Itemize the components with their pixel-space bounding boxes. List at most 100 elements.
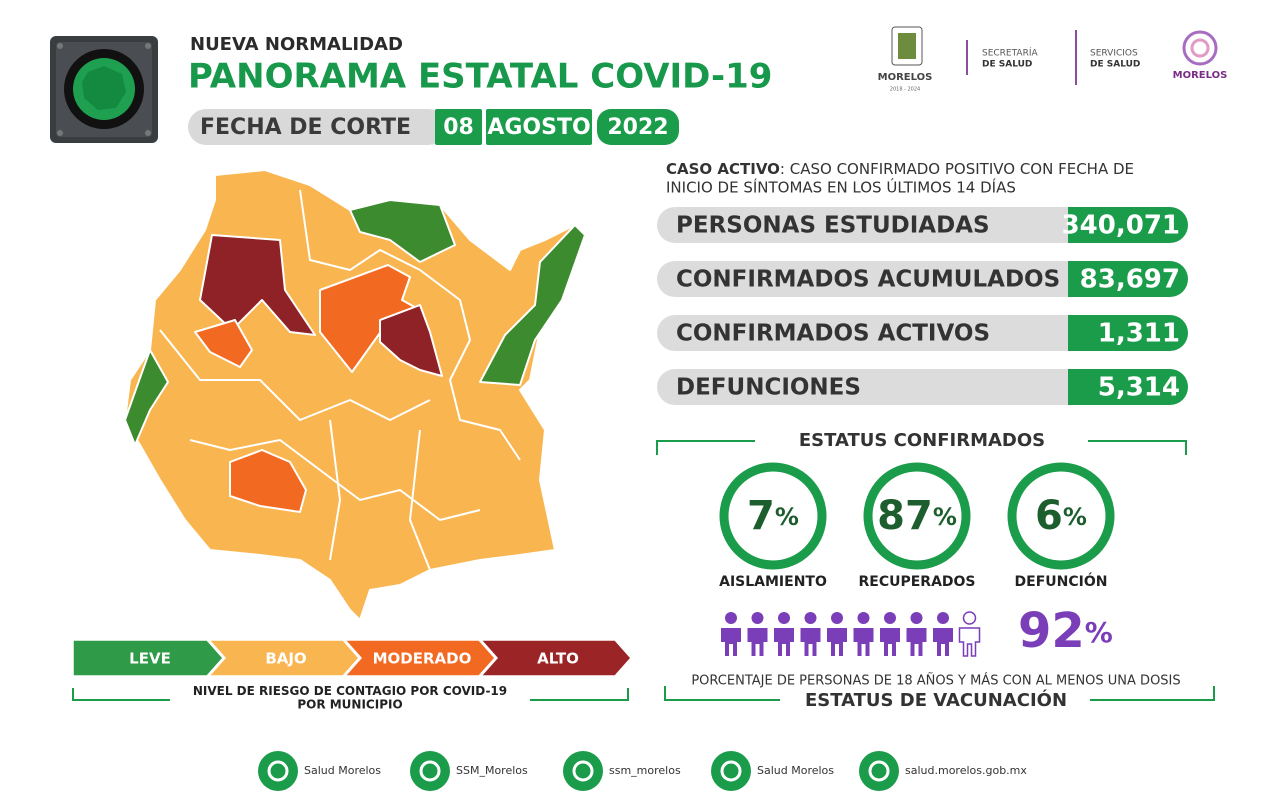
- status-number: 7: [747, 493, 775, 539]
- social-icon: [859, 751, 899, 791]
- legend-arrow: [207, 639, 361, 677]
- social-icon: [410, 751, 450, 791]
- legend-label: LEVE: [129, 650, 171, 668]
- stat-bg: [657, 315, 1127, 351]
- vaccination-title: ESTATUS DE VACUNACIÓN: [805, 689, 1067, 711]
- person-body: [721, 628, 741, 656]
- person-icon: [747, 612, 768, 656]
- date-segment-bg: [486, 109, 592, 145]
- definition: INICIO DE SÍNTOMAS EN LOS ÚLTIMOS 14 DÍA…: [666, 178, 1016, 197]
- social-icon-glyph: [419, 760, 441, 782]
- status-ring: [719, 462, 827, 570]
- person-icon: [880, 612, 900, 656]
- social-icon: [258, 751, 298, 791]
- stat-value: 340,071: [1062, 211, 1180, 241]
- status-ring: [863, 462, 971, 570]
- stat-value-bg: [1068, 315, 1098, 351]
- person-body: [880, 628, 900, 656]
- map-moderado: [194, 319, 253, 368]
- logo-servicios: SERVICIOS: [1090, 49, 1138, 59]
- logo-brand: MORELOS: [1173, 70, 1228, 81]
- legend-caption-text: NIVEL DE RIESGO DE CONTAGIO POR: [193, 684, 443, 698]
- person-head: [884, 612, 896, 624]
- stat-value: 1,311: [1098, 319, 1180, 349]
- status-label: AISLAMIENTO: [719, 574, 827, 590]
- map-alto: [379, 304, 443, 377]
- stat-bg: [657, 261, 1127, 297]
- definition-term: CASO ACTIVO: [666, 160, 780, 178]
- legend-label: BAJO: [265, 650, 306, 668]
- social-handle: Salud Morelos: [304, 764, 381, 777]
- legend-label: MODERADO: [373, 650, 472, 668]
- legend-arrow: [72, 639, 225, 677]
- legend-label: ALTO: [537, 650, 579, 668]
- stat-bg: [657, 369, 1127, 405]
- status-number: 6: [1035, 493, 1063, 539]
- social-handle: SSM_Morelos: [456, 764, 528, 777]
- person-icon: [853, 612, 874, 656]
- person-head: [804, 612, 817, 624]
- social-icon-glyph: [267, 760, 289, 782]
- date-label: FECHA DE CORTE: [200, 115, 411, 140]
- status-label: RECUPERADOS: [858, 574, 975, 590]
- person-icon: [906, 612, 927, 656]
- person-body: [853, 628, 874, 656]
- date-segment-bg: [435, 109, 482, 145]
- person-icon: [774, 612, 794, 656]
- legend-arrow: [343, 639, 497, 677]
- social-icon: [563, 751, 603, 791]
- map-leve: [479, 224, 586, 386]
- stat-value-bg: [1068, 261, 1098, 297]
- person-head: [857, 612, 870, 624]
- social-icon: [711, 751, 751, 791]
- date-label-bg: [188, 109, 446, 145]
- status-label: DEFUNCIÓN: [1015, 572, 1108, 590]
- social-handle: ssm_morelos: [609, 764, 681, 777]
- stat-label: CONFIRMADOS ACUMULADOS: [676, 267, 1060, 293]
- social-handle: salud.morelos.gob.mx: [905, 764, 1027, 777]
- map-alto: [199, 234, 316, 336]
- kicker: NUEVA NORMALIDAD: [190, 34, 403, 55]
- legend-caption: NIVEL DE RIESGO DE CONTAGIO POR COVID-19: [193, 684, 507, 698]
- person-icon: [958, 611, 981, 657]
- person-head: [910, 612, 923, 624]
- person-icon: [827, 612, 847, 656]
- person-body: [747, 628, 768, 656]
- stat-value-bg: [1068, 207, 1098, 243]
- map: [124, 169, 586, 621]
- brand-flower: [1190, 38, 1210, 58]
- stat-bg: [657, 207, 1127, 243]
- stat-label: CONFIRMADOS ACTIVOS: [676, 321, 990, 347]
- legend-caption-bold: COVID-19: [443, 684, 507, 698]
- person-icon: [933, 612, 953, 656]
- semaforo-icon: [50, 36, 158, 143]
- vaccination-caption: PORCENTAJE DE PERSONAS DE 18 AÑOS Y MÁS …: [691, 673, 1180, 689]
- stat-value-bg: [1068, 369, 1098, 405]
- status-number: 87: [877, 493, 933, 539]
- legend-caption: POR MUNICIPIO: [297, 698, 402, 712]
- person-head: [778, 612, 790, 624]
- map-base: [124, 169, 586, 621]
- map-leve: [349, 199, 456, 263]
- definition-text: : CASO CONFIRMADO POSITIVO CON FECHA DE: [780, 160, 1134, 178]
- logo-state: MORELOS: [878, 72, 933, 83]
- logo-servicios: DE SALUD: [1090, 60, 1140, 70]
- vaccination-number: 92: [1018, 603, 1085, 659]
- status-unit: %: [775, 503, 799, 531]
- vaccination-value: 92%: [1018, 603, 1113, 659]
- map-leve: [124, 349, 169, 446]
- stat-label: PERSONAS ESTUDIADAS: [676, 213, 990, 239]
- social-icon-glyph: [572, 760, 594, 782]
- date-segment-bg: [597, 109, 679, 145]
- social-icon-glyph: [868, 760, 890, 782]
- status-unit: %: [933, 503, 957, 531]
- person-head: [962, 611, 977, 625]
- social-handle: Salud Morelos: [757, 764, 834, 777]
- status-value: 7%: [747, 493, 799, 539]
- status-title: ESTATUS CONFIRMADOS: [799, 430, 1045, 451]
- person-head: [937, 612, 949, 624]
- logo-secretaria: SECRETARÍA: [982, 47, 1038, 59]
- person-head: [725, 612, 737, 624]
